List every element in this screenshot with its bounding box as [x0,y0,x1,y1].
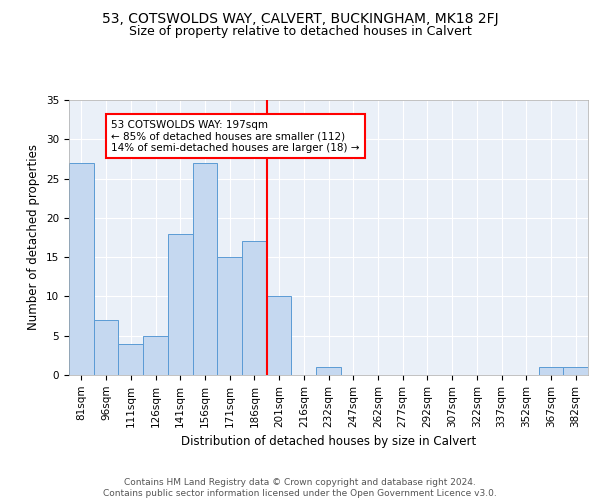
Bar [316,367,341,375]
Text: Contains HM Land Registry data © Crown copyright and database right 2024.
Contai: Contains HM Land Registry data © Crown c… [103,478,497,498]
Bar [539,367,563,375]
Bar [143,336,168,375]
X-axis label: Distribution of detached houses by size in Calvert: Distribution of detached houses by size … [181,435,476,448]
Bar [242,242,267,375]
Y-axis label: Number of detached properties: Number of detached properties [28,144,40,330]
Bar [563,367,588,375]
Bar [94,320,118,375]
Text: 53, COTSWOLDS WAY, CALVERT, BUCKINGHAM, MK18 2FJ: 53, COTSWOLDS WAY, CALVERT, BUCKINGHAM, … [101,12,499,26]
Bar [69,163,94,375]
Text: 53 COTSWOLDS WAY: 197sqm
← 85% of detached houses are smaller (112)
14% of semi-: 53 COTSWOLDS WAY: 197sqm ← 85% of detach… [111,120,359,153]
Bar [267,296,292,375]
Text: Size of property relative to detached houses in Calvert: Size of property relative to detached ho… [128,25,472,38]
Bar [118,344,143,375]
Bar [168,234,193,375]
Bar [217,257,242,375]
Bar [193,163,217,375]
